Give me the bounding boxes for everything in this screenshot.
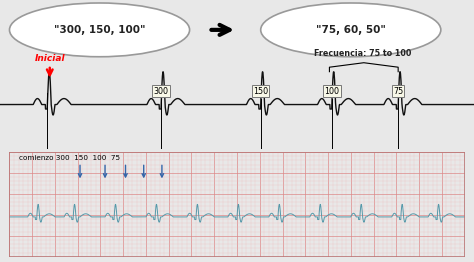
Text: "75, 60, 50": "75, 60, 50" xyxy=(316,25,386,35)
Text: comienzo 300  150  100  75: comienzo 300 150 100 75 xyxy=(18,155,120,161)
Text: 100: 100 xyxy=(324,86,339,96)
Text: Frecuencia: 75 to 100: Frecuencia: 75 to 100 xyxy=(314,49,411,58)
Text: Inicial: Inicial xyxy=(35,54,65,63)
Text: 150: 150 xyxy=(253,86,268,96)
Text: 300: 300 xyxy=(154,86,169,96)
Text: 75: 75 xyxy=(393,86,403,96)
Ellipse shape xyxy=(261,3,441,57)
Text: "300, 150, 100": "300, 150, 100" xyxy=(54,25,146,35)
Ellipse shape xyxy=(9,3,190,57)
